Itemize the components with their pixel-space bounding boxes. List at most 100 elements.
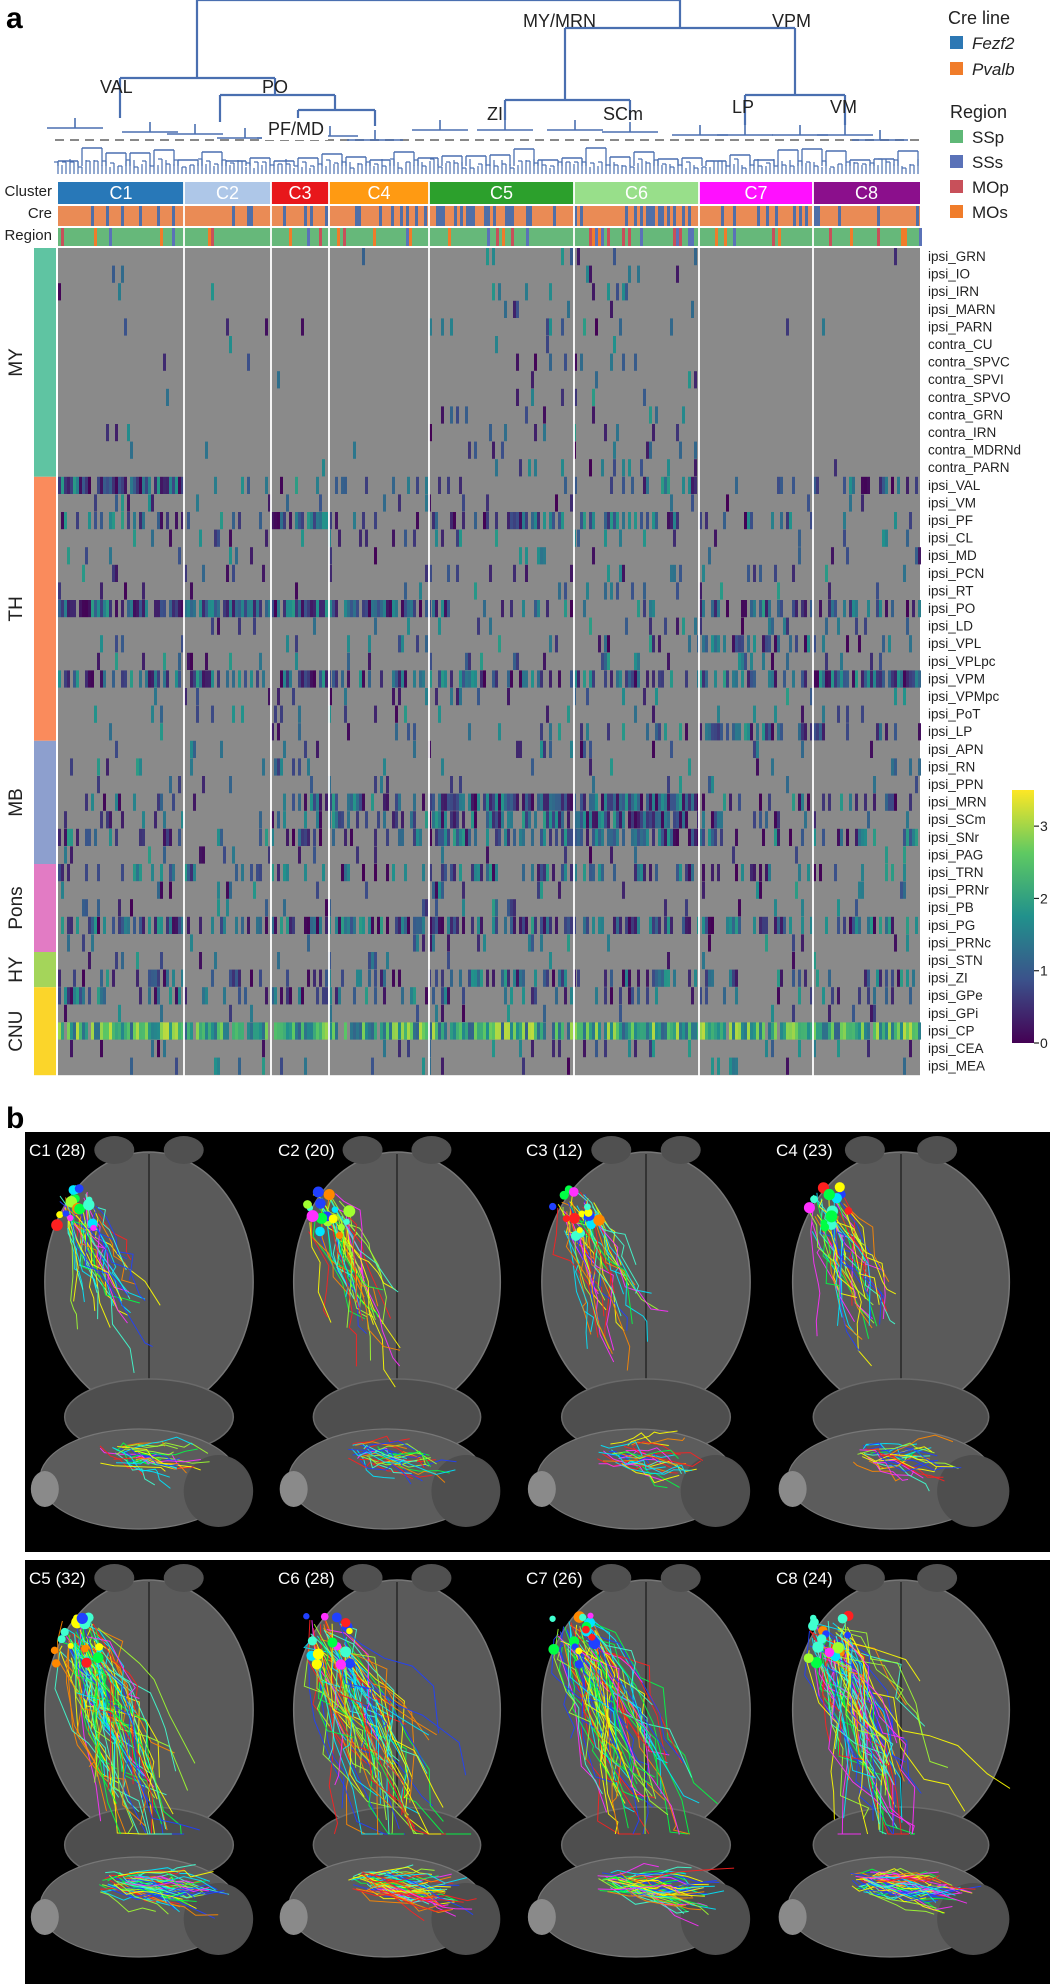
- heatmap-cell: [157, 670, 160, 688]
- heatmap-cell: [166, 670, 169, 688]
- heatmap-cell: [450, 512, 453, 530]
- neuron-trace: [827, 1212, 871, 1326]
- neuron-trace: [595, 1652, 638, 1785]
- cluster-label: C2: [216, 183, 239, 203]
- heatmap-cell: [416, 476, 419, 494]
- heatmap-cell: [771, 1022, 774, 1040]
- heatmap-cell: [313, 600, 316, 618]
- neuron-soma: [307, 1636, 317, 1646]
- heatmap-cell: [771, 652, 774, 670]
- heatmap-cell: [549, 512, 552, 530]
- sagittal-brain-outline: [288, 1428, 487, 1530]
- heatmap-cell: [897, 670, 900, 688]
- heatmap-cell: [148, 1022, 151, 1040]
- sagittal-neuron-trace: [360, 1455, 431, 1466]
- heatmap-cell: [277, 600, 280, 618]
- heatmap-cell: [717, 864, 720, 882]
- neuron-trace: [313, 1623, 387, 1821]
- heatmap-cell: [61, 916, 64, 934]
- heatmap-cell: [139, 864, 142, 882]
- sagittal-brain-outline: [39, 1428, 239, 1530]
- heatmap-cell: [130, 476, 133, 494]
- heatmap-cell: [247, 353, 250, 371]
- neuron-trace: [59, 1201, 105, 1257]
- heatmap-cell: [217, 1057, 220, 1075]
- heatmap-cell: [522, 864, 525, 882]
- heatmap-cell: [202, 564, 205, 582]
- cre-cell: [508, 206, 511, 226]
- heatmap-cell: [413, 600, 416, 618]
- heatmap-cell: [558, 1040, 561, 1058]
- region-cell: [319, 228, 322, 246]
- heatmap-cell: [525, 406, 528, 424]
- heatmap-cell: [631, 987, 634, 1005]
- heatmap-cell: [634, 846, 637, 864]
- cerebellum-outline: [312, 1806, 482, 1884]
- heatmap-cell: [121, 952, 124, 970]
- sagittal-neuron-trace: [598, 1458, 656, 1467]
- sagittal-neuron-trace: [630, 1461, 686, 1474]
- neuron-trace: [67, 1220, 79, 1302]
- heatmap-cell: [619, 1004, 622, 1022]
- sagittal-neuron-trace: [374, 1443, 426, 1465]
- neuron-trace: [819, 1625, 866, 1767]
- heatmap-cell: [356, 793, 359, 811]
- heatmap-cell: [172, 864, 175, 882]
- heatmap-cell: [160, 952, 163, 970]
- heatmap-cell: [100, 987, 103, 1005]
- target-row-label: contra_SPVC: [928, 355, 1010, 370]
- sagittal-neuron-trace: [356, 1888, 454, 1914]
- heatmap-cell: [631, 811, 634, 829]
- heatmap-cell: [441, 758, 444, 776]
- neuron-trace: [835, 1649, 916, 1835]
- heatmap-cell: [350, 600, 353, 618]
- heatmap-cell: [519, 459, 522, 477]
- heatmap-cell: [277, 952, 280, 970]
- heatmap-cell: [564, 582, 567, 600]
- heatmap-cell: [313, 617, 316, 635]
- heatmap-cell: [187, 916, 190, 934]
- heatmap-cell: [133, 476, 136, 494]
- target-row-label: ipsi_CL: [928, 531, 974, 546]
- heatmap-cell: [912, 828, 915, 846]
- heatmap-cell: [471, 916, 474, 934]
- heatmap-cell: [58, 283, 61, 301]
- heatmap-cell: [667, 811, 670, 829]
- heatmap-cell: [97, 776, 100, 794]
- heatmap-cell: [422, 916, 425, 934]
- heatmap-cell: [163, 1022, 166, 1040]
- heatmap-cell: [903, 1057, 906, 1075]
- cre-cell: [721, 206, 724, 226]
- heatmap-cell: [410, 1022, 413, 1040]
- heatmap-cell: [519, 969, 522, 987]
- heatmap-cell: [115, 494, 118, 512]
- heatmap-cell: [157, 1022, 160, 1040]
- sagittal-neuron-trace: [125, 1881, 210, 1893]
- heatmap-cell: [852, 1004, 855, 1022]
- heatmap-cell: [398, 793, 401, 811]
- heatmap-cell: [425, 1022, 428, 1040]
- heatmap-cell: [879, 652, 882, 670]
- cre-cell: [805, 206, 808, 226]
- heatmap-cell: [265, 987, 268, 1005]
- heatmap-cell: [858, 916, 861, 934]
- heatmap-cell: [607, 934, 610, 952]
- heatmap-cell: [268, 600, 271, 618]
- sagittal-neuron-trace: [364, 1442, 425, 1468]
- heatmap-cell: [465, 1022, 468, 1040]
- heatmap-cell: [561, 512, 564, 530]
- heatmap-cell: [359, 793, 362, 811]
- heatmap-cell: [738, 916, 741, 934]
- heatmap-cell: [88, 952, 91, 970]
- neuron-trace: [312, 1214, 366, 1320]
- heatmap-cell: [184, 987, 187, 1005]
- neuron-trace: [829, 1636, 898, 1829]
- heatmap-cell: [631, 916, 634, 934]
- cre-cell: [439, 206, 442, 226]
- heatmap-cell: [247, 476, 250, 494]
- heatmap-cell: [301, 318, 304, 336]
- neuron-trace: [558, 1631, 599, 1714]
- sagittal-neuron-trace: [863, 1880, 968, 1904]
- heatmap-cell: [322, 600, 325, 618]
- heatmap-cell: [438, 617, 441, 635]
